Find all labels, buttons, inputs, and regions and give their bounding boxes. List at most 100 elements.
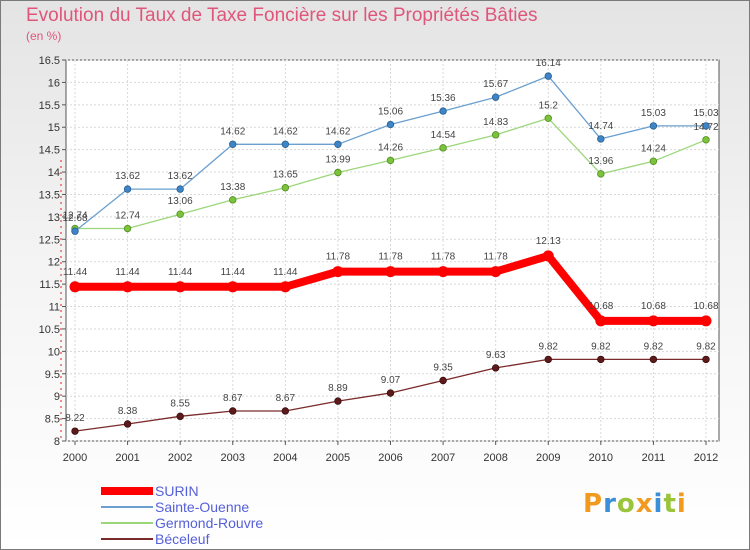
- proxiti-logo: Proxiti: [583, 489, 687, 519]
- y-tick-label: 15.5: [39, 100, 60, 112]
- x-tick-label: 2011: [642, 452, 666, 464]
- data-label: 13.62: [168, 171, 193, 182]
- legend-label: Germond-Rouvre: [155, 515, 263, 531]
- data-point: [176, 210, 184, 218]
- data-label: 11.44: [168, 267, 193, 278]
- y-tick-label: 11.5: [39, 279, 60, 291]
- legend-label: Sainte-Ouenne: [155, 499, 249, 515]
- data-label: 12.13: [536, 236, 561, 247]
- data-label: 14.54: [431, 130, 456, 141]
- data-point: [279, 281, 291, 293]
- data-point: [385, 266, 396, 278]
- data-label: 11.44: [115, 267, 140, 278]
- data-label: 15.2: [539, 100, 559, 111]
- data-label: 9.82: [696, 341, 716, 352]
- data-point: [281, 407, 290, 415]
- data-point: [439, 107, 447, 115]
- data-point: [544, 114, 552, 122]
- data-point: [491, 364, 500, 372]
- data-point: [123, 420, 132, 428]
- data-label: 12.74: [62, 211, 87, 222]
- data-label: 14.62: [220, 126, 245, 137]
- y-tick-label: 10.5: [39, 324, 60, 336]
- data-point: [281, 184, 290, 192]
- data-point: [439, 144, 447, 152]
- data-point: [597, 170, 605, 178]
- data-label: 12.68: [62, 213, 87, 224]
- y-tick-label: 14.5: [39, 145, 60, 157]
- y-tick-label: 14: [48, 167, 60, 179]
- data-label: 14.26: [378, 142, 403, 153]
- data-point: [700, 315, 712, 327]
- data-label: 11.78: [326, 252, 351, 263]
- data-point: [491, 131, 500, 139]
- y-tick-label: 12.5: [39, 234, 60, 246]
- data-label: 11.78: [484, 252, 509, 263]
- data-label: 15.03: [641, 108, 666, 119]
- x-tick-label: 2012: [694, 452, 718, 464]
- data-label: 9.82: [644, 341, 664, 352]
- y-tick-label: 13: [48, 212, 60, 224]
- data-label: 15.67: [483, 79, 508, 90]
- data-point: [69, 281, 81, 293]
- data-label: 14.83: [483, 117, 508, 128]
- data-point: [176, 185, 184, 193]
- data-label: 13.96: [588, 156, 613, 167]
- data-label: 10.68: [693, 301, 718, 312]
- x-tick-label: 2008: [483, 452, 507, 464]
- data-point: [334, 140, 342, 148]
- x-tick-label: 2003: [221, 452, 245, 464]
- x-tick-label: 2005: [326, 452, 350, 464]
- y-tick-label: 12: [48, 257, 60, 269]
- data-label: 15.36: [431, 93, 456, 104]
- data-point: [544, 355, 552, 364]
- y-tick-label: 16.5: [39, 55, 60, 67]
- y-tick-label: 8.5: [45, 414, 60, 426]
- data-label: 13.06: [168, 196, 193, 207]
- data-label: 11.44: [273, 267, 298, 278]
- data-label: 14.24: [641, 143, 666, 154]
- series-layer: [69, 72, 712, 435]
- data-label: 10.68: [641, 301, 666, 312]
- x-tick-label: 2009: [536, 452, 560, 464]
- legend-label: SURIN: [155, 483, 199, 499]
- data-point: [71, 227, 79, 235]
- data-point: [702, 122, 710, 130]
- data-label: 14.62: [325, 126, 350, 137]
- data-point: [281, 140, 290, 148]
- data-point: [229, 196, 237, 204]
- data-point: [491, 93, 500, 101]
- x-tick-label: 2007: [431, 452, 455, 464]
- data-point: [597, 135, 605, 143]
- data-point: [334, 168, 342, 177]
- data-point: [332, 266, 344, 278]
- x-tick-label: 2000: [63, 452, 87, 464]
- data-label: 8.67: [223, 393, 243, 404]
- data-point: [649, 355, 658, 364]
- data-point: [174, 281, 186, 293]
- data-label: 13.38: [220, 182, 245, 193]
- chart-title: Evolution du Taux de Taxe Foncière sur l…: [26, 5, 538, 26]
- data-label: 11.78: [378, 252, 403, 263]
- data-point: [542, 250, 554, 262]
- data-label: 9.07: [381, 375, 401, 386]
- x-tick-label: 2006: [378, 452, 402, 464]
- chart-subtitle: (en %): [26, 29, 62, 43]
- data-point: [176, 412, 184, 421]
- data-point: [702, 136, 710, 144]
- y-tick-label: 10: [48, 346, 60, 358]
- legend-label: Béceleuf: [155, 531, 210, 547]
- data-label: 14.74: [588, 121, 613, 132]
- data-point: [229, 140, 237, 148]
- data-point: [123, 224, 132, 233]
- data-label: 8.67: [276, 393, 296, 404]
- y-tick-label: 15: [48, 122, 60, 134]
- data-point: [544, 72, 552, 80]
- label-layer: 8.22 8.38 8.55 8.67 8.67 8.89 9.07 9.35 9.63 9.82…: [62, 58, 718, 424]
- data-point: [386, 389, 395, 397]
- data-label: 15.06: [378, 107, 403, 118]
- data-label: 9.63: [486, 350, 506, 361]
- x-tick-label: 2004: [273, 452, 297, 464]
- data-label: 9.82: [539, 341, 559, 352]
